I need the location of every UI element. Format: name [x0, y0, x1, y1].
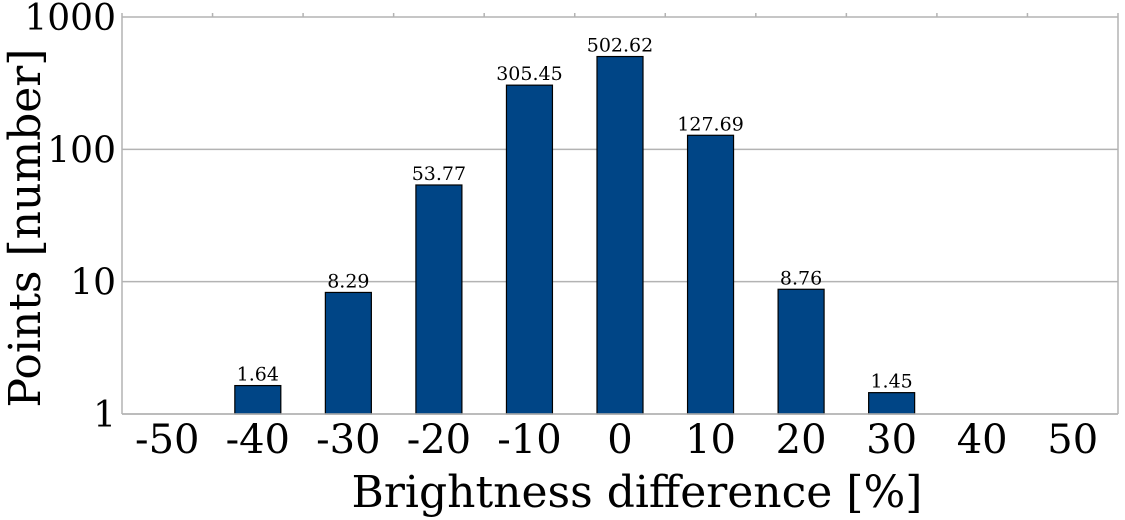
- x-tick-label: 40: [957, 417, 1008, 463]
- bars: [234, 55, 916, 415]
- x-tick-label: -30: [316, 417, 380, 463]
- value-label-0: 502.62: [587, 35, 653, 57]
- x-tick-label: 20: [776, 417, 827, 463]
- y-axis-title: Points [number]: [0, 49, 51, 408]
- bar-20: [777, 288, 825, 415]
- x-tick-label: -40: [226, 417, 290, 463]
- bar--20: [415, 184, 463, 415]
- x-tick-label: 30: [866, 417, 917, 463]
- bar--30: [324, 291, 372, 415]
- bar-0: [596, 55, 644, 415]
- bar--10: [505, 84, 554, 415]
- x-tick-label: 0: [607, 417, 632, 463]
- value-label--30: 8.29: [327, 270, 369, 292]
- axes: 1 10 100 1000 -50 -40 -30 -20 -10 0 10 20 30 40 50: [24, 0, 1118, 463]
- value-label--20: 53.77: [412, 163, 466, 185]
- x-tick-label: -10: [497, 417, 561, 463]
- value-label-30: 1.45: [870, 371, 912, 393]
- y-tick-label: 1000: [24, 0, 116, 39]
- x-tick-label: -20: [407, 417, 471, 463]
- value-label--40: 1.64: [237, 364, 279, 386]
- y-tick-label: 10: [70, 263, 116, 304]
- x-tick-label: 50: [1047, 417, 1098, 463]
- x-tick-label: -50: [135, 417, 199, 463]
- value-label-10: 127.69: [677, 113, 743, 135]
- y-tick-label: 100: [47, 130, 116, 171]
- bar-30: [868, 392, 916, 415]
- bar-10: [686, 134, 735, 415]
- bar--40: [234, 384, 282, 415]
- x-axis-title: Brightness difference [%]: [352, 467, 923, 518]
- y-tick-label: 1: [93, 395, 116, 436]
- value-label-20: 8.76: [780, 267, 822, 289]
- value-labels: 1.64 8.29 53.77 305.45 502.62 127.69 8.76 1.45: [237, 35, 913, 393]
- x-tick-label: 10: [685, 417, 736, 463]
- value-label--10: 305.45: [496, 63, 562, 85]
